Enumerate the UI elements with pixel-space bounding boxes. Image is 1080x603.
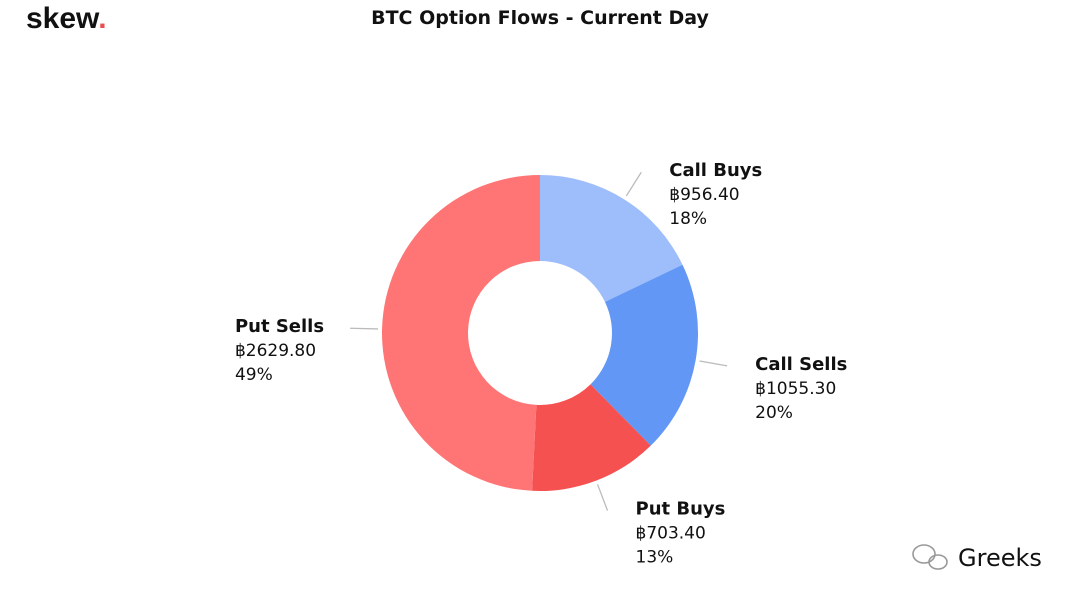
label-value: ฿703.40: [636, 524, 706, 544]
leader-line: [699, 360, 728, 367]
label-percent: 20%: [755, 403, 793, 423]
donut-slice: [590, 264, 699, 446]
leader-line: [625, 171, 642, 197]
watermark-icon: [912, 544, 948, 570]
slice-label: Put Buys ฿703.40 13%: [636, 499, 726, 568]
label-value: ฿1055.30: [755, 379, 836, 399]
label-percent: 13%: [636, 548, 674, 568]
label-percent: 49%: [235, 365, 273, 385]
label-value: ฿956.40: [669, 185, 739, 205]
leader-line: [596, 484, 609, 511]
logo-dot: .: [98, 2, 106, 35]
slice-label: Call Sells ฿1055.30 20%: [755, 354, 847, 423]
donut-slice: [381, 175, 540, 491]
slice-label: Call Buys ฿956.40 18%: [669, 160, 762, 229]
label-value: ฿2629.80: [235, 341, 316, 361]
chart-title: BTC Option Flows - Current Day: [371, 7, 709, 29]
label-name: Call Sells: [755, 354, 847, 375]
donut-slice: [532, 384, 651, 491]
watermark: Greeks: [958, 544, 1042, 572]
leader-line: [350, 327, 379, 330]
label-name: Put Sells: [235, 316, 324, 337]
logo-text: skew: [26, 2, 100, 35]
logo: skew.: [26, 2, 107, 35]
donut-slice: [540, 175, 683, 302]
label-name: Call Buys: [669, 160, 762, 181]
label-percent: 18%: [669, 209, 707, 229]
slice-label: Put Sells ฿2629.80 49%: [235, 316, 324, 385]
label-name: Put Buys: [636, 499, 726, 520]
